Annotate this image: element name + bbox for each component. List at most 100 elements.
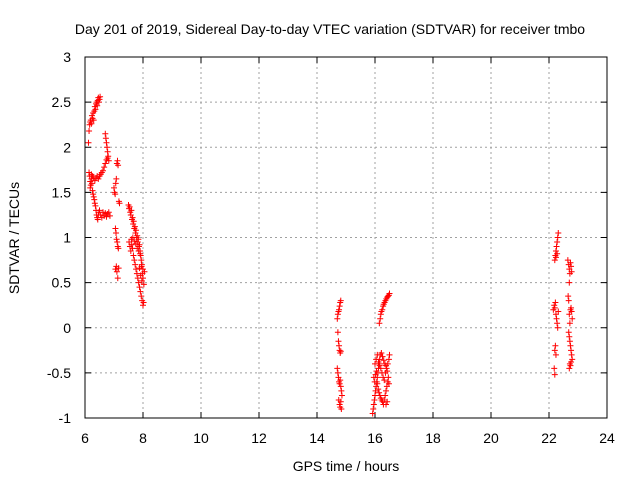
data-point [377,315,384,322]
data-point [336,401,343,408]
data-point [136,284,143,291]
data-point [369,410,376,417]
data-point [375,359,382,366]
data-point [383,387,390,394]
data-point [336,380,343,387]
y-tick-label: 2.5 [52,94,72,110]
x-tick-label: 6 [81,430,89,446]
data-point [104,144,111,151]
data-point [131,257,138,264]
data-point [381,377,388,384]
data-point [101,164,108,171]
data-point [376,320,383,327]
data-point [97,93,104,100]
data-point [111,184,117,191]
data-point [137,250,144,257]
data-point [94,216,101,223]
data-point [565,297,572,304]
data-point [90,191,97,198]
data-point [336,342,343,349]
data-point [131,223,138,230]
data-point [569,356,576,363]
data-point [566,279,573,286]
data-point [551,257,558,264]
data-point [337,297,344,304]
data-point [551,347,558,354]
data-point [334,369,341,376]
data-point [92,202,99,209]
data-point [383,365,390,372]
data-point [337,377,344,384]
data-points [85,93,576,417]
data-point [378,350,385,357]
data-point [112,266,119,273]
data-point [112,180,119,187]
data-point [566,338,573,345]
data-point [377,365,384,372]
data-point [114,157,121,164]
x-tick-label: 20 [483,430,499,446]
data-point [565,293,572,300]
data-point [86,128,93,135]
data-point [85,139,92,146]
data-point [568,304,575,311]
data-point [566,333,573,340]
data-point [99,167,106,174]
data-point [88,112,95,119]
y-tick-label: 3 [63,49,71,65]
data-point [383,401,390,408]
data-point [132,261,139,268]
data-point [384,368,391,375]
data-point [380,357,387,364]
x-tick-label: 8 [139,430,147,446]
x-tick-label: 10 [193,430,209,446]
data-point [375,386,382,393]
data-point [377,311,384,318]
data-point [569,315,576,322]
data-point [551,371,558,378]
x-axis-label: GPS time / hours [293,458,400,474]
data-point [370,401,377,408]
data-point [135,279,142,286]
data-point [133,270,140,277]
data-point [564,257,571,264]
x-tick-label: 12 [251,430,267,446]
data-point [554,234,561,241]
data-point [136,265,143,272]
data-point [95,99,102,106]
data-point [114,239,121,246]
data-point [376,362,383,369]
x-tick-label: 24 [599,430,615,446]
data-point [131,238,138,245]
data-point [113,175,120,182]
data-point [568,263,575,270]
data-point [372,360,378,367]
x-tick-labels: 6 8 10 12 14 16 18 20 22 24 [81,430,615,446]
data-point [94,102,101,109]
data-point [338,405,345,412]
data-point [135,236,142,243]
data-point [132,240,139,247]
data-point [115,265,122,272]
data-point [386,351,393,358]
data-point [136,241,143,248]
data-point [551,302,558,309]
data-point [555,229,562,236]
data-point [130,252,137,259]
data-point [102,135,109,142]
data-point [336,306,343,313]
data-point [91,177,98,184]
data-point [130,218,137,225]
data-point [334,311,341,318]
data-point [551,365,558,372]
data-point [376,389,383,396]
data-point [336,303,343,310]
data-point [334,329,341,336]
data-point [113,268,120,275]
data-point [386,290,393,297]
data-point [374,351,381,358]
data-point [137,272,144,279]
data-point [337,398,344,405]
data-point [104,148,111,155]
